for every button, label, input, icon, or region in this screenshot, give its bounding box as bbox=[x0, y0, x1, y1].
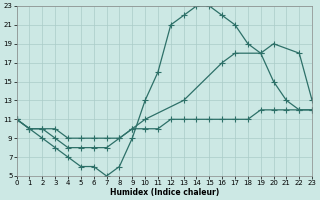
X-axis label: Humidex (Indice chaleur): Humidex (Indice chaleur) bbox=[110, 188, 219, 197]
